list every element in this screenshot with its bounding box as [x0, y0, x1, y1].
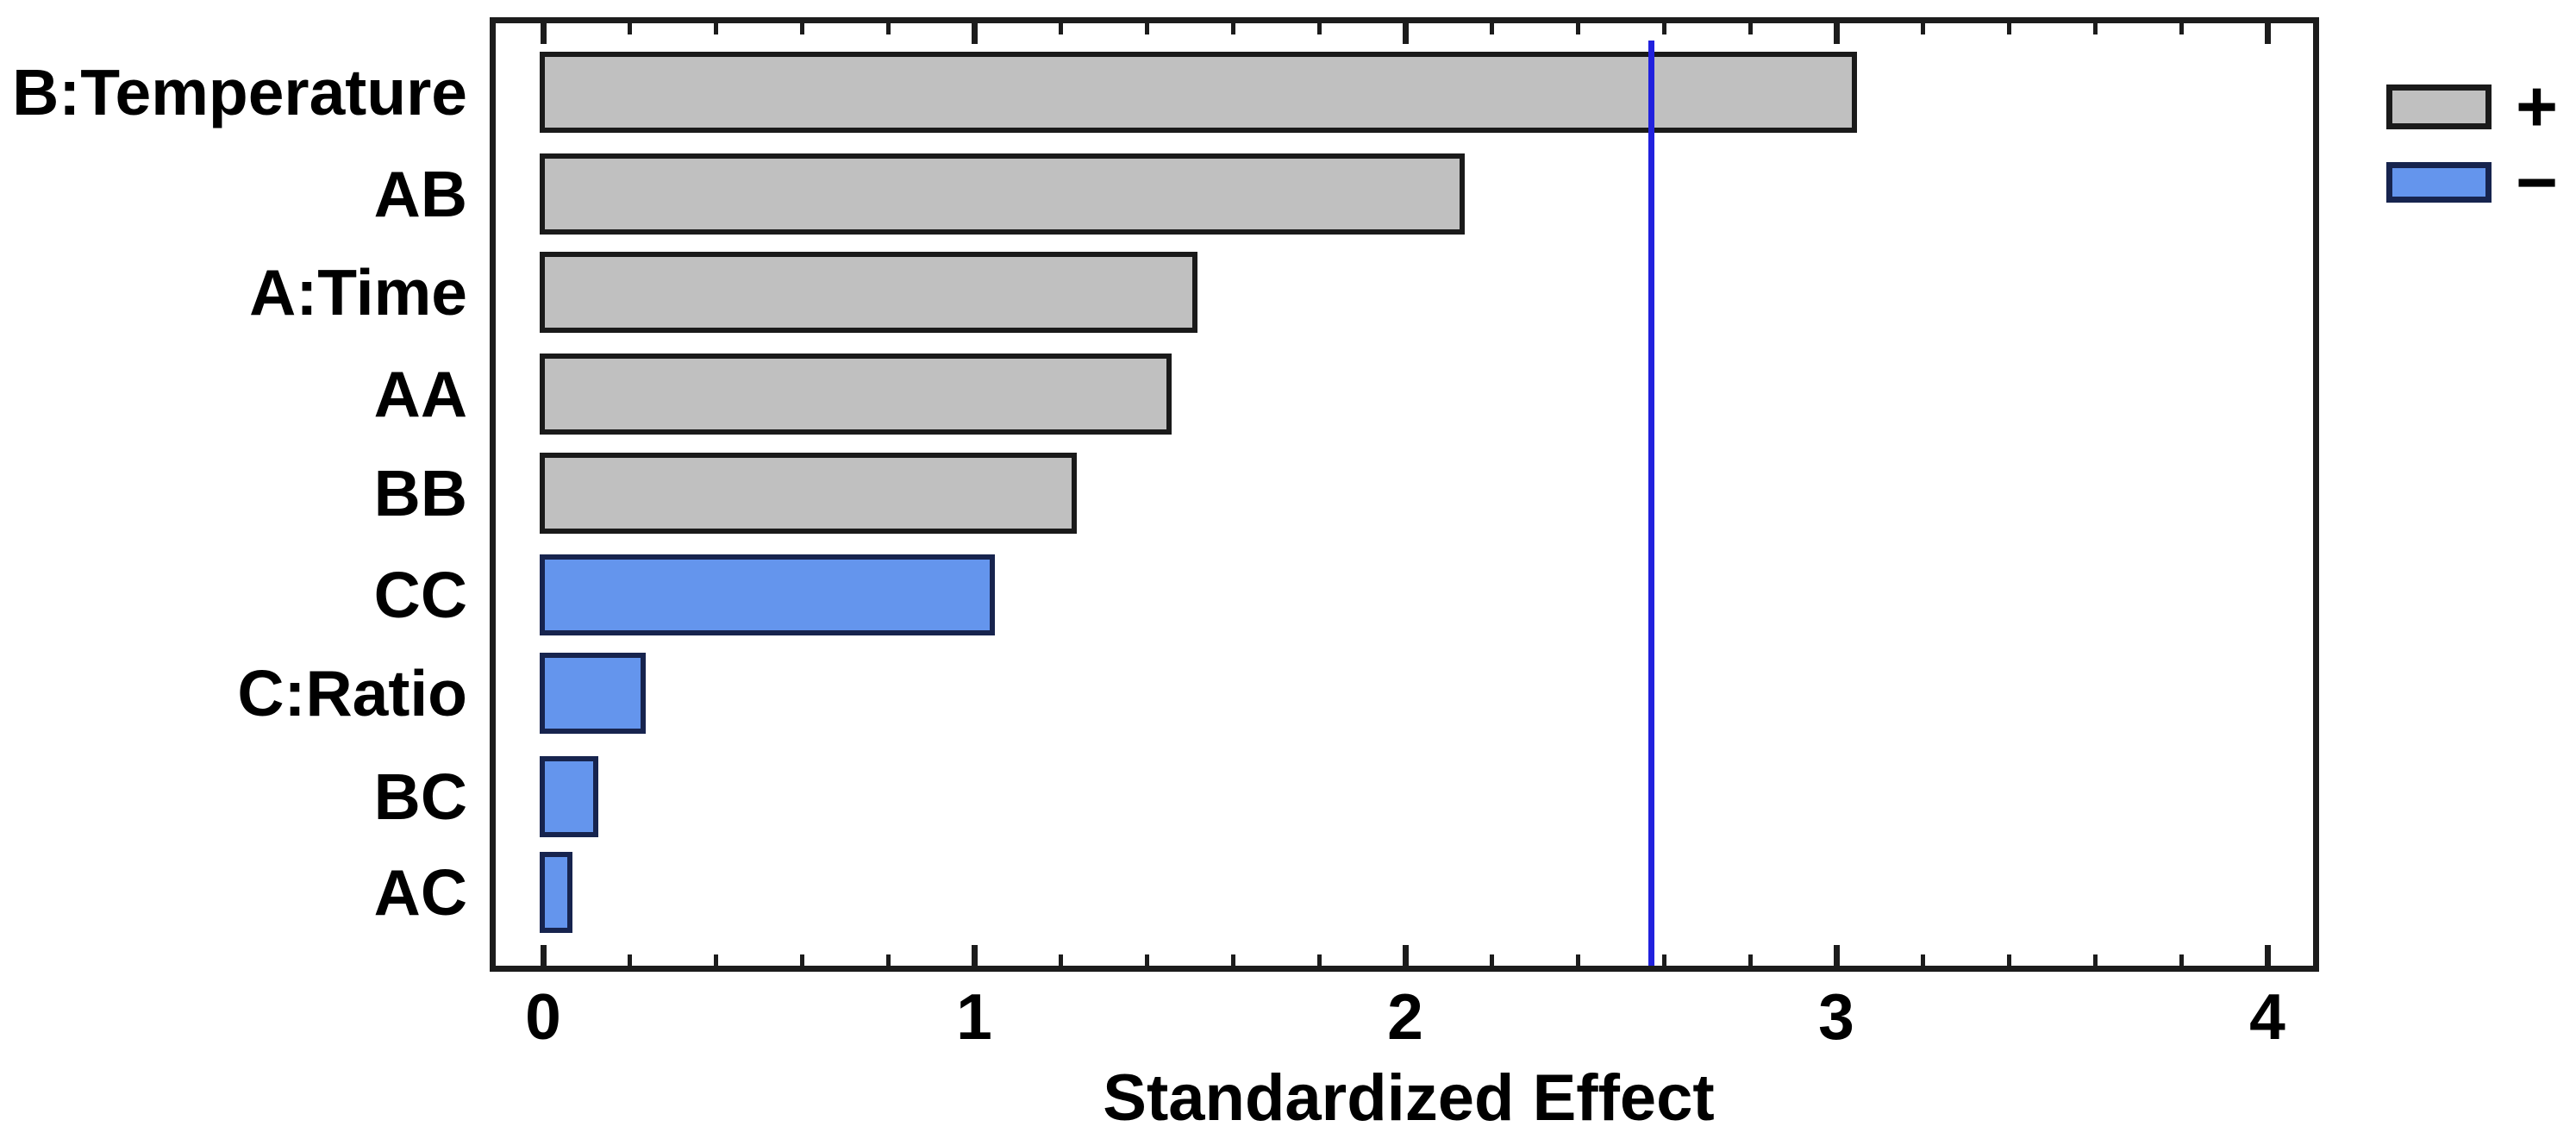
minor-tick: [886, 954, 891, 966]
minor-tick: [1145, 954, 1149, 966]
minor-tick: [800, 954, 804, 966]
plot-area: [490, 17, 2319, 972]
minor-tick: [2179, 954, 2184, 966]
bar-BC: [540, 756, 598, 837]
x-tick-label-2: 2: [1387, 980, 1423, 1053]
bar-B:Temperature: [540, 52, 1857, 133]
major-tick: [972, 945, 978, 966]
minor-tick: [1317, 954, 1322, 966]
minor-tick: [2007, 23, 2011, 34]
minor-tick: [714, 23, 718, 34]
category-label-CC: CC: [373, 558, 467, 631]
category-label-A:Time: A:Time: [249, 255, 467, 329]
major-tick: [1834, 23, 1840, 44]
category-label-C:Ratio: C:Ratio: [237, 656, 467, 729]
minor-tick: [800, 23, 804, 34]
minor-tick: [1576, 23, 1580, 34]
minor-tick: [1662, 23, 1666, 34]
bar-AB: [540, 153, 1465, 235]
category-label-B:Temperature: B:Temperature: [12, 55, 467, 128]
minor-tick: [886, 23, 891, 34]
minor-tick: [628, 23, 632, 34]
category-label-AB: AB: [373, 157, 467, 230]
legend-entry-negative: −: [2386, 141, 2576, 223]
minor-tick: [1231, 23, 1235, 34]
bar-CC: [540, 554, 995, 635]
minor-tick: [2093, 23, 2098, 34]
minor-tick: [714, 954, 718, 966]
major-tick: [2265, 23, 2271, 44]
bar-A:Time: [540, 252, 1197, 333]
minor-tick: [1576, 954, 1580, 966]
major-tick: [541, 23, 547, 44]
negative-swatch-icon: [2386, 162, 2492, 203]
legend-label-negative: −: [2516, 141, 2559, 223]
bar-AC: [540, 852, 572, 933]
major-tick: [972, 23, 978, 44]
major-tick: [1403, 945, 1409, 966]
legend-entry-positive: +: [2386, 66, 2576, 147]
x-tick-label-4: 4: [2249, 980, 2285, 1053]
x-tick-label-3: 3: [1818, 980, 1854, 1053]
bar-C:Ratio: [540, 653, 646, 734]
major-tick: [1834, 945, 1840, 966]
minor-tick: [1662, 954, 1666, 966]
minor-tick: [2179, 23, 2184, 34]
category-label-AC: AC: [373, 855, 467, 929]
minor-tick: [1059, 954, 1063, 966]
minor-tick: [1921, 954, 1925, 966]
category-label-BC: BC: [373, 760, 467, 833]
positive-swatch-icon: [2386, 84, 2492, 129]
minor-tick: [2093, 954, 2098, 966]
minor-tick: [1490, 23, 1494, 34]
minor-tick: [1490, 954, 1494, 966]
legend-label-positive: +: [2516, 66, 2559, 147]
minor-tick: [2007, 954, 2011, 966]
minor-tick: [1748, 954, 1753, 966]
category-label-BB: BB: [373, 456, 467, 529]
minor-tick: [1145, 23, 1149, 34]
minor-tick: [628, 954, 632, 966]
major-tick: [2265, 945, 2271, 966]
bar-BB: [540, 453, 1077, 534]
category-label-AA: AA: [373, 357, 467, 430]
x-axis-title: Standardized Effect: [1103, 1061, 1715, 1135]
minor-tick: [1748, 23, 1753, 34]
x-tick-label-1: 1: [956, 980, 992, 1053]
minor-tick: [1059, 23, 1063, 34]
major-tick: [1403, 23, 1409, 44]
minor-tick: [1231, 954, 1235, 966]
minor-tick: [1921, 23, 1925, 34]
plot-inner: [496, 23, 2313, 966]
minor-tick: [1317, 23, 1322, 34]
major-tick: [541, 945, 547, 966]
x-tick-label-0: 0: [525, 980, 561, 1053]
legend: + −: [2386, 66, 2576, 229]
significance-reference-line: [1648, 41, 1654, 966]
bar-AA: [540, 354, 1172, 435]
